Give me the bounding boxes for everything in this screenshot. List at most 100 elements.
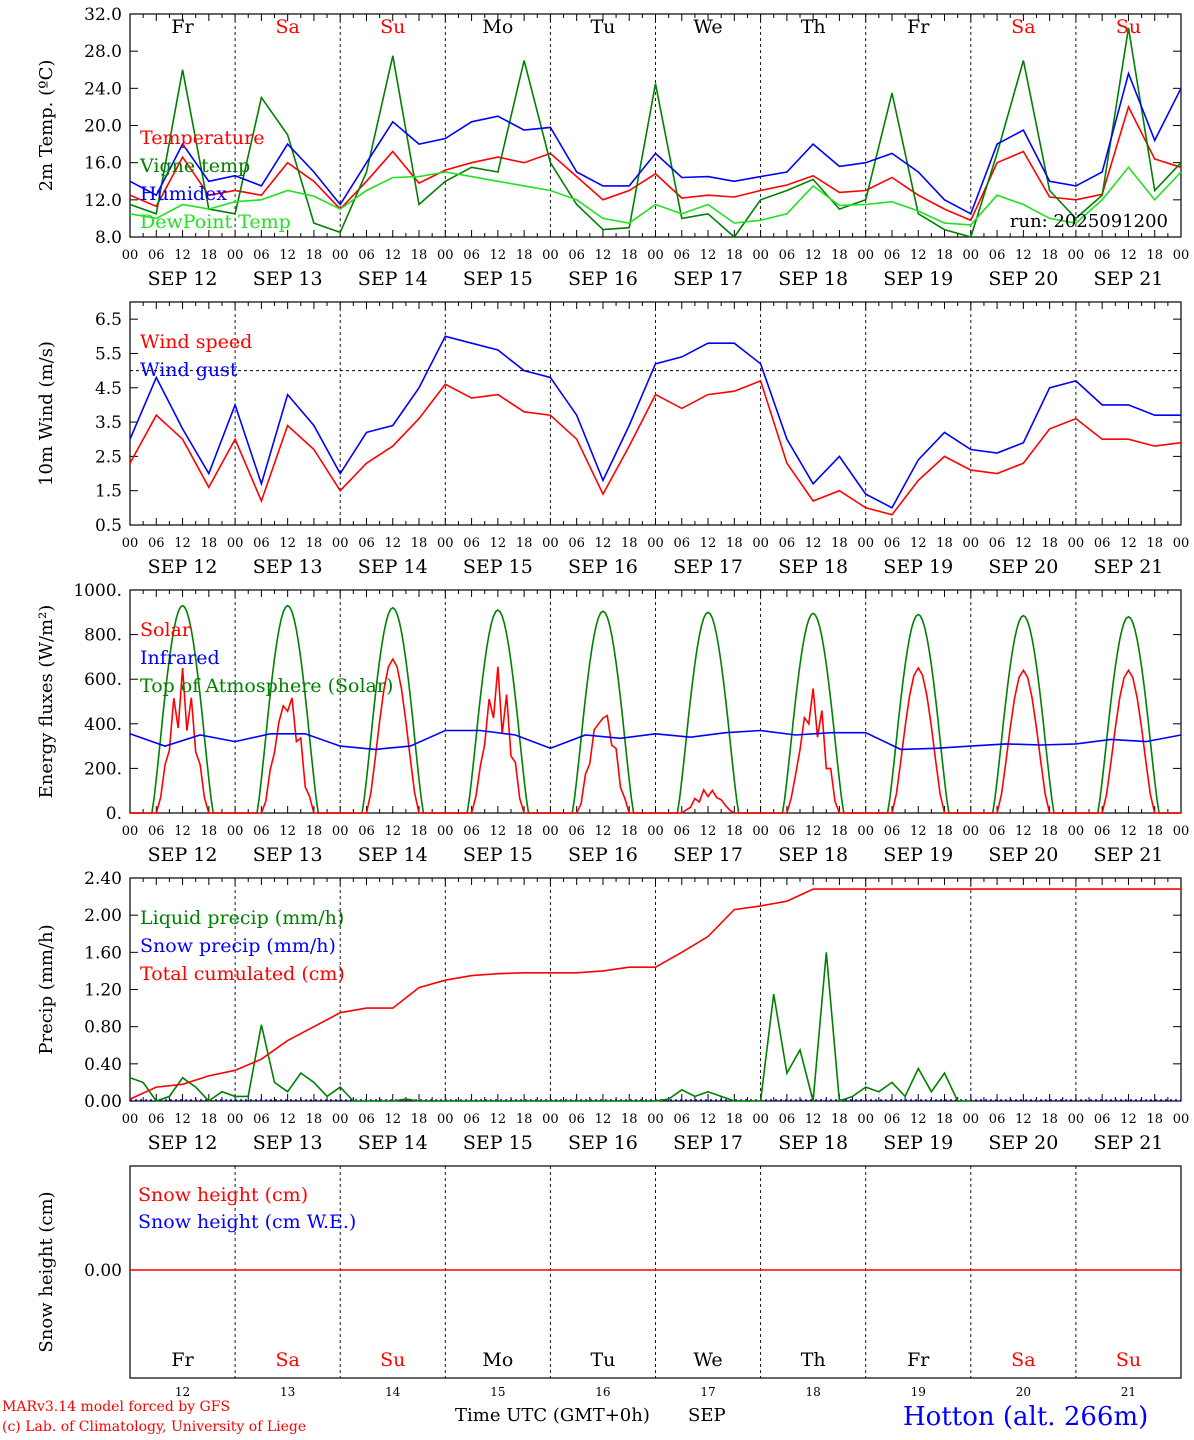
hour-tick-label: 12: [384, 536, 401, 551]
wind-axis-title: 10m Wind (m/s): [36, 341, 57, 486]
date-label: SEP 15: [463, 268, 533, 290]
hour-tick-label: 18: [201, 824, 218, 839]
y-tick-label: 12.0: [84, 191, 122, 211]
series-total-cumulated: [129, 888, 1181, 1100]
legend-snow-precip-mm-h-: Snow precip (mm/h): [140, 935, 336, 957]
date-label: SEP 21: [1094, 268, 1164, 290]
legend-solar: Solar: [140, 619, 192, 641]
hour-tick-label: 00: [542, 536, 559, 551]
panel-frame-2: [129, 589, 1182, 814]
hour-tick-label: 12: [1120, 248, 1137, 263]
energy-axis-title: Energy fluxes (W/m²): [36, 605, 57, 799]
y-tick-label: 32.0: [84, 5, 122, 25]
day-number: 16: [595, 1385, 610, 1399]
snow-axis-title: Snow height (cm): [36, 1191, 57, 1352]
hour-tick-label: 18: [936, 1112, 953, 1127]
hour-tick-label: 18: [411, 248, 428, 263]
hour-tick-label: 06: [463, 1112, 480, 1127]
date-label: SEP 12: [148, 1132, 218, 1154]
date-label: SEP 20: [988, 1132, 1058, 1154]
date-label: SEP 17: [673, 1132, 743, 1154]
legend-wind-gust: Wind gust: [140, 359, 238, 381]
hour-tick-label: 00: [122, 536, 139, 551]
legend-vigne-temp: Vigne temp: [139, 155, 250, 177]
hour-tick-label: 06: [568, 536, 585, 551]
hour-tick-label: 12: [490, 1112, 507, 1127]
legend-snow-height-cm-w-e-: Snow height (cm W.E.): [138, 1211, 356, 1233]
day-name-bottom: We: [693, 1349, 722, 1371]
hour-tick-label: 12: [700, 536, 717, 551]
hour-tick-label: 00: [437, 536, 454, 551]
y-tick-label: 24.0: [84, 79, 122, 99]
hour-tick-label: 00: [122, 824, 139, 839]
hour-tick-label: 18: [411, 1112, 428, 1127]
model-credit: MARv3.14 model forced by GFS: [2, 1399, 231, 1415]
date-label: SEP 14: [358, 844, 428, 866]
hour-tick-label: 12: [1015, 1112, 1032, 1127]
hour-tick-label: 06: [674, 824, 691, 839]
hour-tick-label: 00: [752, 536, 769, 551]
y-tick-label: 1000.: [73, 581, 122, 601]
hour-tick-label: 18: [621, 536, 638, 551]
hour-tick-label: 00: [1068, 248, 1085, 263]
hour-tick-label: 18: [621, 1112, 638, 1127]
hour-tick-label: 00: [542, 824, 559, 839]
day-number: 13: [280, 1385, 295, 1399]
hour-tick-label: 18: [306, 824, 323, 839]
hour-tick-label: 00: [437, 824, 454, 839]
series-liquid-precip: [129, 952, 971, 1103]
date-label: SEP 20: [988, 268, 1058, 290]
date-label: SEP 14: [358, 556, 428, 578]
hour-tick-label: 18: [831, 1112, 848, 1127]
hour-tick-label: 06: [463, 824, 480, 839]
hour-tick-label: 06: [253, 536, 270, 551]
hour-tick-label: 06: [148, 536, 165, 551]
series-humidex: [129, 70, 1182, 215]
lab-credit: (c) Lab. of Climatology, University of L…: [2, 1419, 307, 1435]
hour-tick-label: 06: [253, 824, 270, 839]
hour-tick-label: 18: [1041, 248, 1058, 263]
hour-tick-label: 06: [148, 1112, 165, 1127]
hour-tick-label: 06: [989, 1112, 1006, 1127]
date-label: SEP 19: [883, 844, 953, 866]
hour-tick-label: 12: [279, 1112, 296, 1127]
hour-tick-label: 18: [1041, 824, 1058, 839]
hour-tick-label: 06: [253, 248, 270, 263]
hour-tick-label: 12: [279, 248, 296, 263]
hour-tick-label: 12: [384, 824, 401, 839]
hour-tick-label: 00: [122, 1112, 139, 1127]
legend-temperature: Temperature: [140, 127, 264, 149]
hour-tick-label: 12: [805, 248, 822, 263]
date-label: SEP 14: [358, 268, 428, 290]
station-label: Hotton (alt. 266m): [903, 1402, 1149, 1432]
hour-tick-label: 00: [647, 1112, 664, 1127]
y-tick-label: 8.0: [95, 228, 122, 248]
hour-tick-label: 06: [1094, 1112, 1111, 1127]
legend-dewpoint-temp: DewPoint Temp: [140, 211, 291, 233]
date-label: SEP 21: [1094, 1132, 1164, 1154]
hour-tick-label: 18: [1146, 1112, 1163, 1127]
hour-tick-label: 00: [647, 536, 664, 551]
date-label: SEP 13: [253, 844, 323, 866]
hour-tick-label: 06: [989, 536, 1006, 551]
hour-tick-label: 00: [1068, 1112, 1085, 1127]
hour-tick-label: 06: [884, 248, 901, 263]
day-number: 12: [175, 1385, 190, 1399]
hour-tick-label: 12: [595, 824, 612, 839]
date-label: SEP 19: [883, 556, 953, 578]
hour-tick-label: 12: [1120, 536, 1137, 551]
hour-tick-label: 18: [936, 248, 953, 263]
hour-tick-label: 00: [542, 248, 559, 263]
hour-tick-label: 00: [332, 824, 349, 839]
date-label: SEP 14: [358, 1132, 428, 1154]
hour-tick-label: 06: [779, 824, 796, 839]
hour-tick-label: 06: [779, 248, 796, 263]
day-name-bottom: Fr: [171, 1349, 194, 1371]
hour-tick-label: 00: [122, 248, 139, 263]
hour-tick-label: 12: [700, 824, 717, 839]
day-name-bottom: Su: [1116, 1349, 1141, 1371]
series-temperature: [129, 104, 1182, 222]
hour-tick-label: 12: [490, 824, 507, 839]
date-label: SEP 20: [988, 844, 1058, 866]
